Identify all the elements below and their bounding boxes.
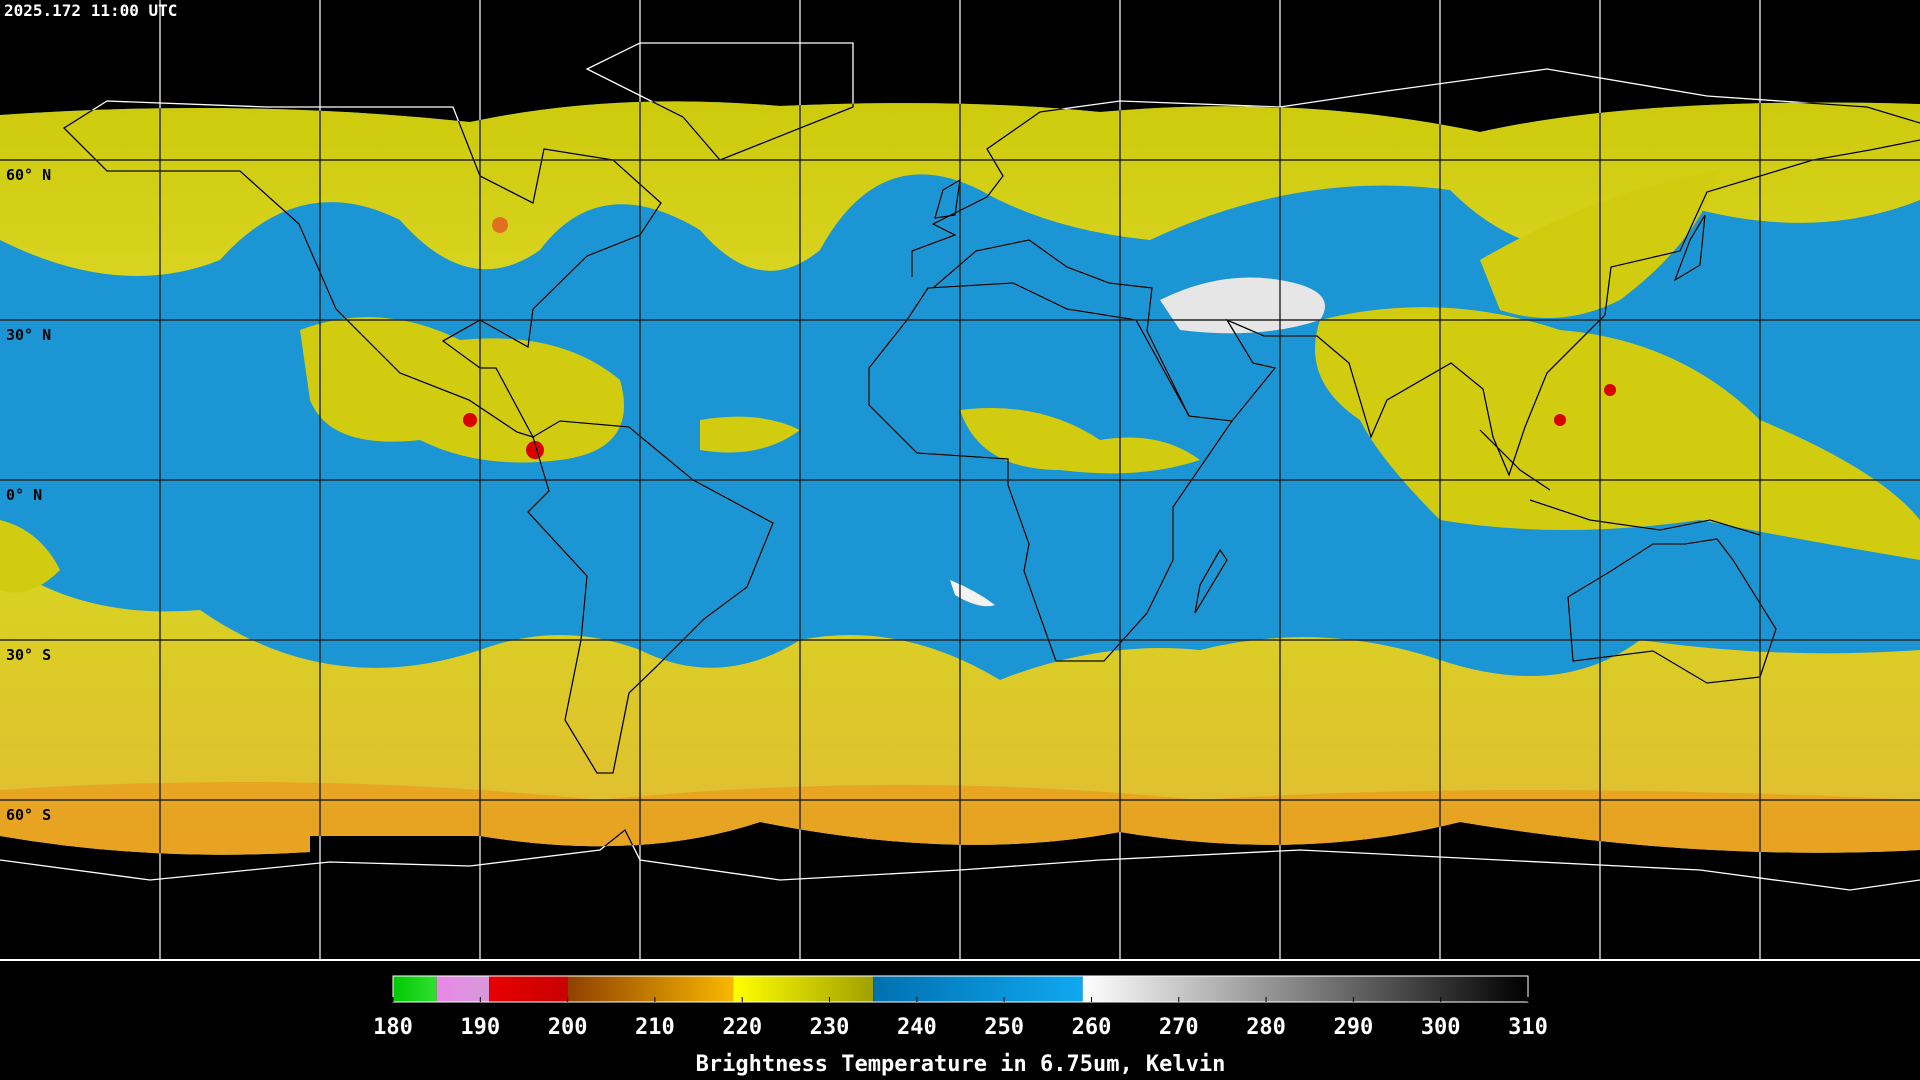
latitude-label: 30° S	[6, 646, 51, 664]
colorbar-segment	[567, 976, 734, 1002]
colorbar-tick-label: 310	[1508, 1015, 1548, 1040]
latitude-labels: 60° N 30° N 0° N 30° S 60° S	[6, 166, 51, 824]
colorbar-tick-label: 230	[810, 1015, 850, 1040]
convection-africa	[960, 408, 1200, 474]
cold-cloud-top	[463, 413, 477, 427]
colorbar-tick-label: 200	[548, 1015, 588, 1040]
colorbar-tick-label: 270	[1159, 1015, 1199, 1040]
colorbar-segment	[393, 976, 437, 1002]
colorbar-tick-label: 210	[635, 1015, 675, 1040]
convection-pacific	[0, 520, 60, 593]
latitude-label: 60° N	[6, 166, 51, 184]
colorbar-segment	[1082, 976, 1528, 1002]
very-dry-region	[1160, 277, 1325, 334]
cold-cloud-top	[526, 441, 544, 459]
colorbar-frame	[392, 975, 1529, 1003]
colorbar-tick-label: 280	[1246, 1015, 1286, 1040]
convection-asia	[1315, 307, 1920, 560]
colorbar-segment	[436, 976, 490, 1002]
colorbar-tick-label: 220	[722, 1015, 762, 1040]
latitude-label: 30° N	[6, 326, 51, 344]
colorbar-tick-label: 190	[460, 1015, 500, 1040]
latitude-label: 60° S	[6, 806, 51, 824]
colorbar-segment	[489, 976, 568, 1002]
timestamp: 2025.172 11:00 UTC	[4, 1, 177, 20]
colorbar-tick-label: 290	[1334, 1015, 1374, 1040]
cold-cloud-top	[1604, 384, 1616, 396]
very-dry-region-south	[950, 580, 995, 607]
colorbar-tick-label: 240	[897, 1015, 937, 1040]
map-border	[0, 959, 1920, 961]
colorbar-title: Brightness Temperature in 6.75um, Kelvin	[696, 1052, 1226, 1077]
grid-inner	[0, 101, 1920, 855]
colorbar-segment	[873, 976, 1083, 1002]
colorbar-tick-label: 250	[984, 1015, 1024, 1040]
colorbar-tick-label: 180	[373, 1015, 413, 1040]
colorbar: 180 190 200 210 220 230 240 250 260 270 280 290 300 3…	[373, 975, 1548, 1077]
colorbar-tick-label: 260	[1072, 1015, 1112, 1040]
convection-atlantic	[700, 416, 800, 453]
colorbar-segment	[733, 976, 874, 1002]
cold-cloud-top	[1554, 414, 1566, 426]
colorbar-tick-label: 300	[1421, 1015, 1461, 1040]
latitude-label: 0° N	[6, 486, 42, 504]
cold-cloud-top	[492, 217, 508, 233]
